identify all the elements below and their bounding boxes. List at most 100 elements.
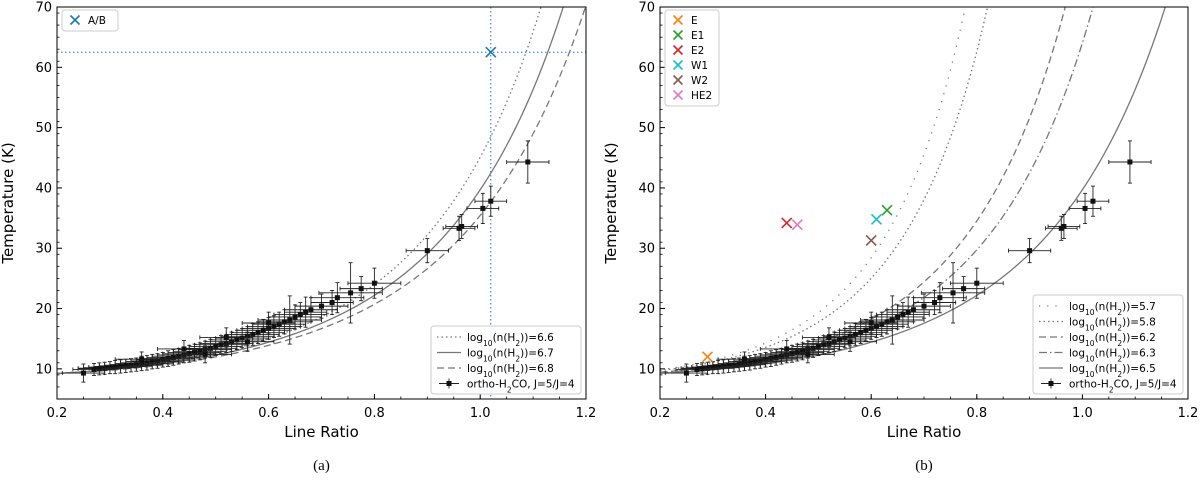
legend-label: A/B [88, 15, 106, 27]
data-point [1008, 238, 1052, 264]
x-tick-label: 1.0 [470, 406, 491, 421]
marker-e1 [881, 204, 893, 216]
data-point [664, 363, 708, 383]
legend-entry: log10(n(H2))=6.7 [437, 348, 554, 364]
plot-area [57, 7, 586, 399]
data-point [77, 361, 132, 375]
data-point [823, 331, 877, 352]
y-tick-label: 40 [638, 181, 655, 196]
legend-entry: ortho-H2CO, J=5/J=4 [1041, 378, 1177, 394]
legend-entry: log10(n(H2))=6.5 [1039, 363, 1156, 379]
data-point [199, 327, 254, 348]
x-tick-label: 0.8 [364, 406, 385, 421]
data-point [114, 351, 169, 367]
data-point [466, 192, 500, 224]
data-point [347, 267, 402, 299]
marker-e [701, 351, 714, 363]
model-curve [57, 7, 586, 375]
y-tick-label: 70 [638, 1, 655, 16]
data-point [849, 315, 904, 338]
data-point [1076, 185, 1110, 217]
y-tick-label: 10 [638, 362, 655, 377]
legend-label: log10(n(H2))=6.6 [467, 332, 554, 348]
data-point [942, 276, 986, 302]
data-point [1068, 192, 1102, 224]
y-axis-label: Temperature (K) [0, 142, 17, 264]
legend-label: W1 [691, 60, 708, 72]
legend-label: log10(n(H2))=5.7 [1069, 301, 1156, 317]
marker-a-b [485, 46, 497, 58]
legend-entry: A/B [69, 14, 106, 27]
data-point [318, 262, 383, 324]
data-point [844, 311, 899, 335]
data-point [474, 185, 508, 217]
legend-label: log10(n(H2))=6.3 [1069, 348, 1156, 364]
data-point [506, 140, 550, 184]
y-tick-label: 50 [35, 121, 52, 136]
legend-entry: log10(n(H2))=6.3 [1039, 348, 1156, 364]
data-point [1108, 140, 1152, 184]
y-tick-label: 30 [638, 242, 655, 257]
data-point [1044, 215, 1078, 241]
model-curve [57, 7, 542, 374]
marker-legend: E E1 E2 W1 W2 HE2 [664, 9, 720, 107]
legend-label: log10(n(H2))=5.8 [1069, 317, 1156, 333]
x-tick-label: 0.4 [152, 406, 173, 421]
legend-label: W2 [691, 75, 708, 87]
legend-label: log10(n(H2))=6.5 [1069, 363, 1156, 379]
data-point [445, 214, 479, 240]
data-point [717, 351, 772, 367]
data-point [886, 297, 941, 323]
legend-entry: log10(n(H2))=6.8 [437, 363, 554, 379]
data-point [802, 327, 856, 348]
x-tick-label: 0.8 [966, 406, 987, 421]
legend-label: log10(n(H2))=6.7 [467, 348, 554, 364]
legend-entry: W1 [672, 59, 708, 72]
y-tick-label: 30 [35, 242, 52, 257]
panel-b: 0.2 0.4 0.6 0.8 1.0 1.2 10 20 30 40 50 60 70 Line Rat… [602, 1, 1199, 475]
data-point [236, 318, 291, 342]
legend-entry: log10(n(H2))=6.6 [437, 332, 554, 348]
y-tick-label: 20 [35, 302, 52, 317]
data-point [405, 238, 449, 264]
x-tick-label: 0.2 [47, 406, 68, 421]
x-tick-label: 1.2 [1178, 406, 1199, 421]
data-point [220, 331, 275, 352]
data-point [61, 363, 106, 383]
marker-he2 [791, 219, 803, 231]
plot-area [660, 7, 1166, 383]
marker-legend: A/B [61, 9, 119, 32]
data-point [241, 311, 296, 335]
data-point [339, 276, 383, 302]
data-point [77, 362, 121, 376]
x-axis-label: Line Ratio [284, 423, 359, 441]
data-point [268, 304, 322, 330]
legend-label: E [691, 15, 698, 27]
legend-entry: W2 [672, 74, 708, 87]
marker-e2 [781, 217, 793, 229]
legend-entry: ortho-H2CO, J=5/J=4 [439, 378, 575, 395]
y-tick-label: 10 [35, 362, 52, 377]
y-axis-label: Temperature (K) [602, 142, 620, 264]
panel-a: 0.2 0.4 0.6 0.8 1.0 1.2 10 20 30 40 50 60 70 Line Rat… [0, 1, 596, 475]
x-axis-label: Line Ratio [887, 423, 962, 441]
y-tick-label: 70 [35, 1, 52, 16]
y-tick-label: 40 [35, 181, 52, 196]
data-point [949, 267, 1004, 299]
data-point [284, 297, 338, 323]
legend-label: ortho-H2CO, J=5/J=4 [467, 379, 575, 395]
data-point [870, 304, 925, 330]
legend-label: log10(n(H2))=6.2 [1069, 332, 1156, 348]
data-point [72, 362, 116, 376]
marker-w2 [865, 234, 877, 246]
panel-caption: (b) [915, 458, 933, 474]
legend-entry: HE2 [672, 89, 712, 102]
y-tick-label: 60 [35, 61, 52, 76]
legend-label: E2 [691, 45, 704, 57]
legend-entry: E1 [672, 29, 704, 42]
legend-entry: E2 [672, 44, 704, 57]
x-tick-label: 0.6 [861, 406, 882, 421]
data-point [780, 345, 835, 364]
x-tick-label: 0.2 [650, 406, 671, 421]
